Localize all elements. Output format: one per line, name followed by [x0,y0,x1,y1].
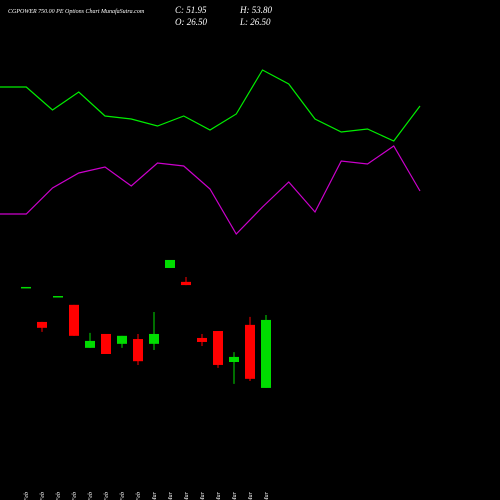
candle-body [149,333,159,344]
x-tick-label: 20 Feb [72,492,78,500]
candle-body [85,340,95,348]
x-tick-label: 24 Feb [103,492,110,500]
candle-body [101,333,111,354]
candle-body [69,304,79,336]
x-tick-label: 11 Mar [248,491,254,500]
x-tick-label: 26 Feb [136,492,142,500]
indicator-line [0,69,421,142]
candle-body [37,321,47,328]
x-tick-label: 02 Mar [152,491,158,500]
close-label: C: 51.95 [175,5,207,15]
x-tick-label: 25 Feb [120,492,126,500]
x-tick-label: 10 Mar [232,491,238,500]
candle-body [229,356,239,363]
x-tick-label: 05 Mar [184,491,190,500]
x-tick-label: 23 Feb [88,492,94,500]
low-label: L: 26.50 [239,17,271,27]
high-label: H: 53.80 [239,5,272,15]
x-tick-label: 09 Mar [216,491,222,500]
open-label: O: 26.50 [175,17,207,27]
x-tick-label: 04 Mar [167,491,174,500]
x-tick-label: 19 Feb [56,492,62,500]
chart-title: CGPOWER 750.00 PE Options Chart MunafaSu… [8,8,145,15]
candle-body [53,296,63,298]
candle-body [213,331,223,365]
candle-body [133,339,143,362]
indicator-line [0,145,421,235]
x-tick-label: 06 Mar [200,491,206,500]
candle-body [21,286,31,289]
candle-body [197,337,207,342]
candle-body [181,281,191,286]
candle-body [165,259,175,268]
x-tick-label: 18 Feb [40,492,46,500]
candle-body [261,319,271,388]
x-tick-label: 17 Feb [24,492,30,500]
x-tick-label: 12 Mar [264,491,270,500]
candle-body [117,335,127,344]
candle-body [245,324,255,379]
